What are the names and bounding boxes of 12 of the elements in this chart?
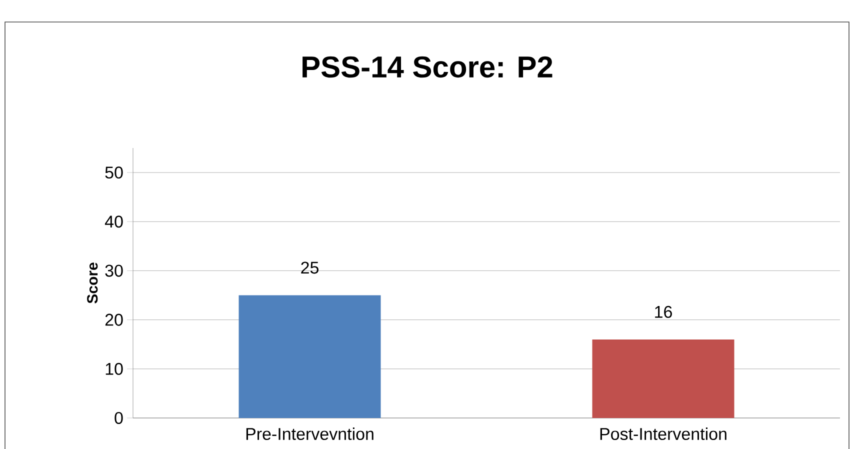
- x-tick-label: Pre-Intervevntion: [246, 428, 374, 440]
- y-tick-label: 50: [105, 166, 123, 179]
- chart-title: PSS-14 Score: P2: [302, 56, 552, 78]
- y-tick-label: 0: [114, 412, 123, 424]
- data-label: 16: [655, 306, 672, 318]
- x-tick-label: Post-Intervention: [600, 428, 726, 440]
- data-label: 25: [301, 262, 318, 274]
- y-tick-label: 30: [105, 264, 123, 277]
- y-tick-label: 40: [104, 216, 123, 228]
- y-tick-label: 10: [106, 362, 123, 375]
- y-tick-label: 20: [105, 314, 123, 326]
- y-axis-title: Score: [87, 262, 98, 304]
